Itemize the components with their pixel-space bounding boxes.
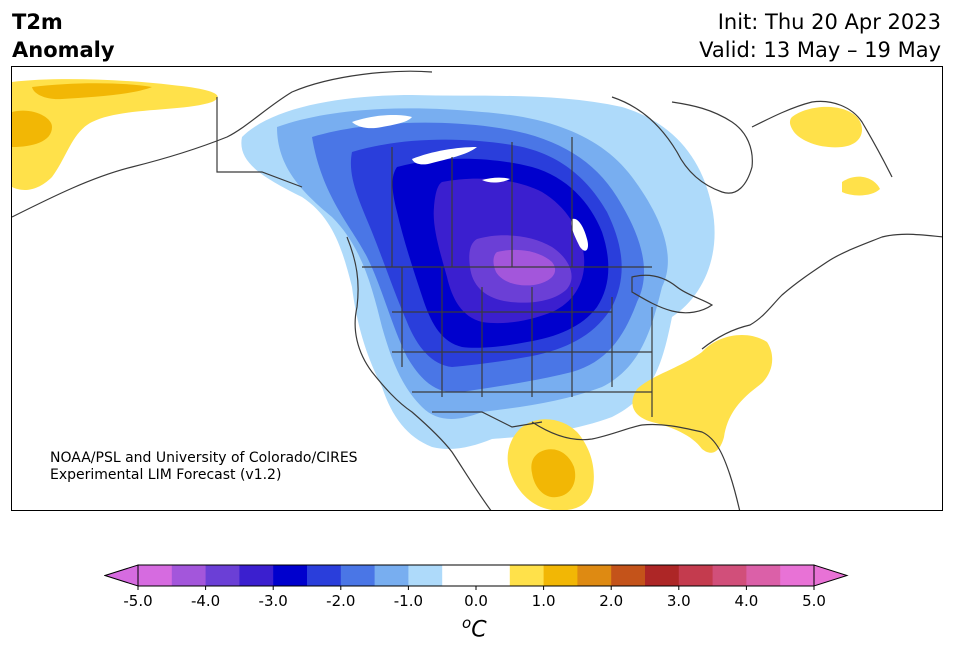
anomaly-contour-greenland-3 [32,83,152,100]
colorbar-swatch [543,565,578,586]
anomaly-contour-greenland-2 [12,110,52,147]
colorbar-tick-label: -1.0 [394,592,423,610]
forecast-dates: Init: Thu 20 Apr 2023 Valid: 13 May – 19… [699,8,941,64]
colorbar-unit-degree: o [462,614,472,632]
coastlines [12,70,942,510]
init-date: Init: Thu 20 Apr 2023 [717,10,941,34]
anomaly-contour-greenland [12,79,218,190]
colorbar-tick-label: -4.0 [191,592,220,610]
colorbar-swatch [678,565,714,586]
colorbar-swatch [746,565,781,586]
border-us-mexico [432,411,543,428]
colorbar-tick-label: 5.0 [802,592,826,610]
colorbar-tick-label: -5.0 [123,592,152,610]
colorbar-unit-base: C [471,617,487,643]
colorbar-swatch [442,565,477,586]
colorbar: -5.0 -4.0 -3.0 -2.0 -1.0 0.0 1.0 2.0 3.0 4.0 5.0 [103,564,854,616]
colorbar-swatch [577,565,612,586]
coast-hudson [611,96,753,194]
colorbar-swatch [307,565,342,586]
anomaly-contour-mexico-2 [531,449,576,498]
title-line-1: T2m [12,10,63,34]
map-canvas [12,70,942,510]
colorbar-svg: -5.0 -4.0 -3.0 -2.0 -1.0 0.0 1.0 2.0 3.0 4.0 5.0 [103,564,849,610]
title-line-2: Anomaly [12,38,115,62]
colorbar-tick-label: 2.0 [599,592,623,610]
colorbar-tick-label: 4.0 [734,592,758,610]
colorbar-swatch [171,565,207,586]
credit-line-1: NOAA/PSL and University of Colorado/CIRE… [50,450,358,466]
valid-date: Valid: 13 May – 19 May [699,38,941,62]
coast-alaska-greenland [12,70,433,218]
colorbar-swatch [138,565,173,586]
anomaly-contour-southeast [632,334,773,453]
colorbar-swatch [712,565,747,586]
border-provinces [391,137,573,267]
coast-labrador [751,100,893,178]
colorbar-swatch [509,565,545,586]
colorbar-swatch [273,565,308,586]
colorbar-swatch [239,565,274,586]
colorbar-unit: oC [462,614,487,642]
coast-gulf-atlantic [531,421,741,510]
anomaly-contour-labrador [789,106,862,148]
colorbar-tick-label: 0.0 [464,592,488,610]
colorbar-tick-label: 3.0 [667,592,691,610]
lake-great-bear [352,114,412,129]
colorbar-tick-label: -2.0 [326,592,355,610]
colorbar-swatch [205,565,240,586]
colorbar-tick-label: 1.0 [532,592,556,610]
border-west-canada [216,97,303,188]
colorbar-swatch [780,565,815,586]
lake-great-slave [412,147,477,165]
credit-line-2: Experimental LIM Forecast (v1.2) [50,467,282,483]
map-title: T2m Anomaly [12,8,115,64]
anomaly-contour-minus-4-0 [493,249,556,286]
colorbar-swatch [645,565,680,586]
colorbar-swatch [476,565,511,586]
border-states [392,267,653,417]
credit-text: NOAA/PSL and University of Colorado/CIRE… [50,450,358,484]
colorbar-swatch [408,565,443,586]
colorbar-tick-label: -3.0 [259,592,288,610]
lake-winnipeg [571,218,589,251]
anomaly-contour-newfoundland [842,176,880,196]
colorbar-swatch [340,565,376,586]
colorbar-swatch [374,565,409,586]
great-lakes [631,274,714,314]
colorbar-extend-high [813,564,849,587]
lake-athabasca [482,177,510,183]
colorbar-swatch [611,565,646,586]
coast-east [701,233,942,350]
coast-pacific [346,236,492,510]
colorbar-extend-low [103,564,139,587]
anomaly-map: NOAA/PSL and University of Colorado/CIRE… [11,66,943,511]
